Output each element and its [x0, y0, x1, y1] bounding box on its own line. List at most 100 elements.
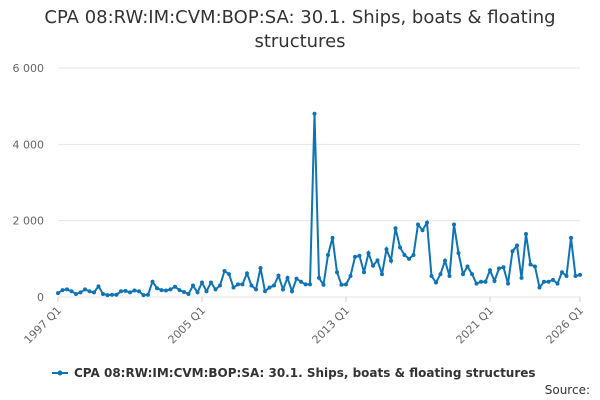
point [393, 226, 398, 231]
point [443, 258, 447, 263]
point [128, 290, 132, 295]
point [231, 285, 236, 290]
point [407, 256, 411, 261]
point [119, 289, 123, 294]
point [474, 281, 479, 286]
legend-label: CPA 08:RW:IM:CVM:BOP:SA: 30.1. Ships, bo… [74, 366, 536, 380]
point [371, 263, 375, 268]
y-tick-label: 0 [37, 291, 44, 304]
point [110, 292, 114, 297]
point [479, 279, 483, 284]
point [344, 282, 348, 287]
point [497, 266, 501, 271]
x-tick-label: 2013 Q1 [310, 304, 353, 347]
point [519, 275, 524, 280]
y-tick-label: 4 000 [13, 138, 45, 151]
y-tick-label: 6 000 [13, 62, 45, 75]
point [528, 262, 533, 267]
point [353, 254, 357, 259]
point [429, 274, 434, 279]
point [276, 273, 281, 278]
point [92, 290, 96, 295]
point [560, 270, 564, 275]
point [533, 264, 537, 269]
point [411, 253, 416, 258]
point [195, 290, 200, 295]
point [461, 272, 465, 277]
point [398, 245, 402, 250]
point [285, 275, 290, 280]
point [159, 288, 164, 293]
point [150, 279, 155, 284]
point [375, 258, 380, 263]
point [240, 282, 245, 287]
point [312, 111, 317, 116]
point [177, 288, 182, 293]
point [416, 222, 420, 227]
point [227, 272, 231, 277]
point [186, 291, 191, 296]
point [132, 288, 137, 293]
point [168, 287, 173, 292]
point [321, 282, 326, 287]
point [299, 279, 303, 284]
x-tick-label: 2005 Q1 [166, 304, 209, 347]
point [83, 287, 87, 292]
point [456, 251, 461, 256]
x-tick-label: 1997 Q1 [22, 304, 65, 347]
point [236, 282, 240, 287]
point [222, 269, 227, 274]
point [294, 276, 299, 281]
point [537, 285, 542, 290]
point [96, 284, 101, 289]
point [114, 292, 119, 297]
legend-marker [57, 370, 63, 376]
point [335, 270, 339, 275]
point [254, 287, 258, 292]
point [60, 288, 65, 293]
point [105, 293, 110, 298]
x-tick-label: 2026 Q1 [544, 304, 587, 347]
point [357, 253, 362, 258]
point [137, 289, 141, 294]
point [101, 291, 105, 296]
point [146, 292, 150, 297]
point [510, 249, 515, 254]
point [483, 279, 488, 284]
point [506, 281, 510, 286]
point [389, 258, 393, 263]
point [308, 282, 312, 287]
point [488, 268, 492, 273]
point [245, 271, 249, 276]
point [551, 277, 555, 282]
point [546, 279, 551, 284]
point [447, 274, 452, 279]
point [555, 281, 560, 286]
point [272, 283, 276, 288]
point [218, 283, 222, 288]
point [69, 289, 74, 294]
point [258, 265, 263, 270]
point [249, 283, 254, 288]
point [330, 235, 335, 240]
point [542, 279, 546, 284]
point [348, 274, 353, 279]
point [362, 270, 366, 275]
point [425, 220, 429, 225]
point [182, 290, 186, 295]
point [578, 272, 582, 277]
point [438, 272, 443, 277]
point [204, 289, 209, 294]
point [452, 222, 456, 227]
chart-title: CPA 08:RW:IM:CVM:BOP:SA: 30.1. Ships, bo… [44, 7, 556, 52]
y-tick-label: 2 000 [13, 215, 45, 228]
point [573, 274, 578, 279]
point [564, 274, 569, 279]
x-tick-label: 2021 Q1 [454, 304, 497, 347]
point [303, 282, 308, 287]
point [209, 280, 213, 285]
point [366, 251, 371, 256]
point [141, 293, 146, 298]
